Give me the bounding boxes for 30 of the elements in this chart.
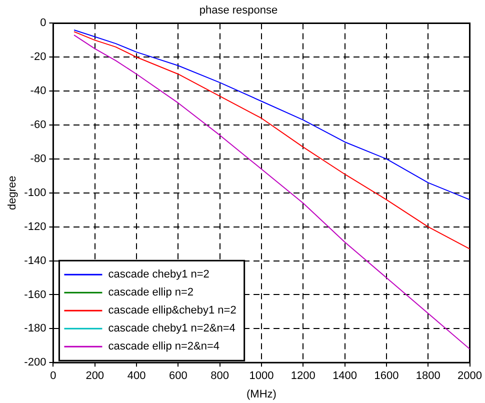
x-tick-label: 1600 — [374, 370, 399, 382]
y-tick-label: -40 — [30, 85, 46, 98]
y-tick-label: -120 — [24, 220, 46, 233]
x-axis-title: (MHz) — [246, 388, 276, 400]
y-tick-label: -60 — [30, 119, 46, 132]
legend-label: cascade ellip&cheby1 n=2 — [108, 304, 236, 317]
y-tick-label: -140 — [24, 254, 46, 267]
y-tick-label: -160 — [24, 288, 46, 301]
y-tick-label: -20 — [30, 51, 46, 64]
x-tick-label: 1200 — [290, 370, 316, 382]
x-tick-label: 1800 — [416, 370, 440, 382]
x-tick-label: 200 — [86, 370, 104, 382]
legend-label: cascade ellip n=2 — [108, 286, 194, 299]
legend-label: cascade cheby1 n=2&n=4 — [108, 322, 236, 335]
y-axis-title: degree — [6, 176, 19, 210]
x-tick-label: 1000 — [249, 370, 274, 382]
y-tick-label: -100 — [24, 186, 46, 199]
y-tick-label: -200 — [24, 356, 46, 369]
x-tick-label: 0 — [50, 370, 56, 382]
legend-label: cascade cheby1 n=2 — [108, 268, 210, 281]
x-tick-label: 800 — [210, 370, 230, 382]
x-tick-label: 2000 — [458, 370, 482, 382]
chart-title: phase response — [199, 4, 278, 17]
y-tick-label: 0 — [40, 17, 46, 30]
y-tick-label: -80 — [30, 152, 46, 165]
x-tick-label: 600 — [169, 370, 188, 382]
x-tick-label: 1400 — [332, 370, 358, 382]
legend-label: cascade ellip n=2&n=4 — [108, 340, 220, 353]
x-tick-label: 400 — [127, 370, 146, 382]
y-tick-label: -180 — [24, 322, 46, 335]
